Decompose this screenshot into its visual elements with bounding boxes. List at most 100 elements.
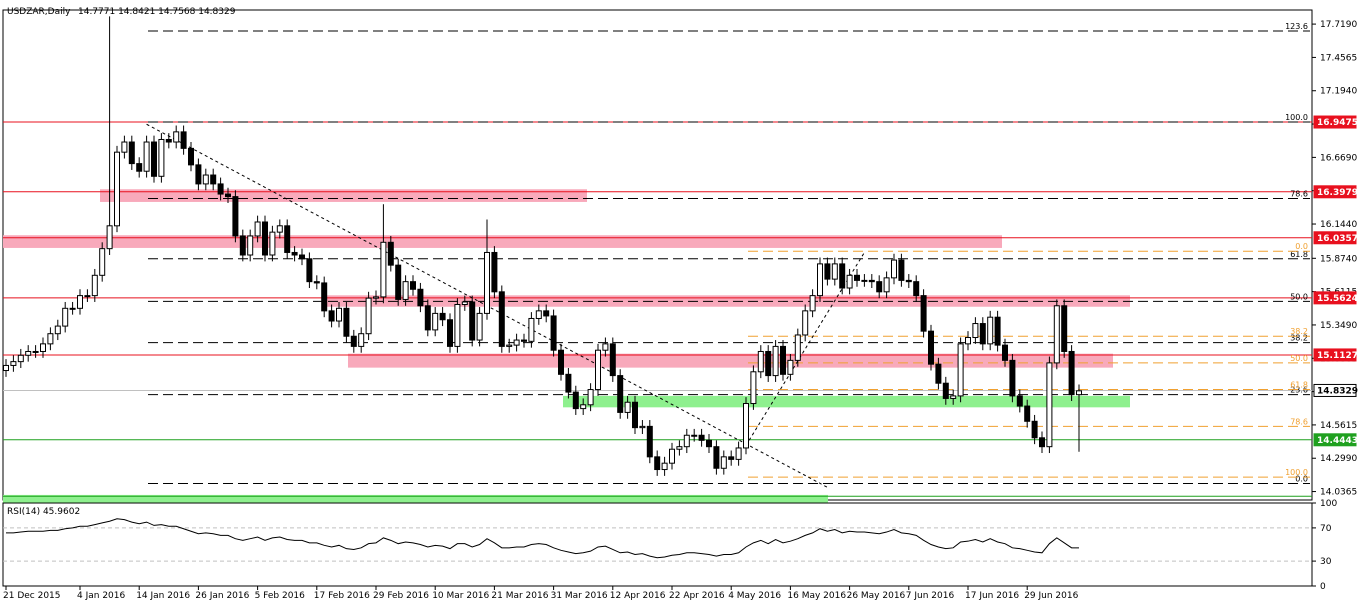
candle-body-78: [580, 404, 587, 410]
candle-body-25: [188, 147, 194, 166]
candle-body-105: [780, 345, 786, 375]
candle-body-111: [824, 263, 831, 280]
candle-body-87: [646, 425, 653, 458]
candle-body-7: [54, 325, 61, 335]
fib-black-label-2: 78.6: [1290, 190, 1308, 199]
price-label-box-3: [1313, 291, 1357, 305]
price-tick-label-9: 15.3490: [1320, 321, 1357, 331]
date-tick-label-12: 4 May 2016: [728, 591, 781, 601]
candle-body-95: [706, 439, 712, 448]
candle-body-47: [350, 335, 357, 347]
price-label-box-4: [1313, 348, 1357, 362]
price-label-text-3: 15.5624: [1317, 294, 1358, 304]
candle-body-129: [957, 343, 964, 397]
price-tick-label-13: 14.2990: [1320, 454, 1357, 464]
candle-body-94: [698, 434, 705, 441]
price-tick-label-1: 17.4565: [1320, 53, 1357, 63]
candle-body-119: [883, 277, 890, 293]
candle-body-73: [543, 310, 550, 317]
candle-body-57: [424, 305, 431, 331]
price-label-text-0: 16.9475: [1317, 118, 1358, 128]
candle-body-121: [898, 259, 905, 281]
candle-body-8: [62, 307, 69, 327]
candle-body-84: [624, 401, 631, 413]
candle-body-144: [1068, 350, 1075, 396]
rsi-line: [6, 518, 1079, 559]
candle-body-124: [920, 295, 927, 332]
candle-body-6: [47, 333, 54, 345]
candle-body-86: [639, 425, 646, 429]
candle-body-142: [1053, 305, 1060, 364]
candle-body-1: [10, 361, 17, 366]
candle-body-103: [765, 350, 772, 377]
candle-body-127: [942, 382, 949, 399]
rsi-tick-label-3: 0: [1320, 582, 1326, 592]
candle-body-100: [743, 403, 749, 449]
candle-body-136: [1009, 359, 1016, 397]
main-plot-frame: [2, 9, 1313, 501]
price-label-box-0: [1313, 115, 1357, 129]
candle-body-4: [32, 350, 39, 353]
candle-body-114: [846, 274, 853, 289]
candle-body-90: [669, 448, 675, 464]
candle-body-52: [387, 241, 394, 266]
candle-body-37: [276, 225, 283, 233]
candle-body-2: [17, 354, 24, 363]
price-tick-label-6: 16.1440: [1320, 220, 1357, 230]
highlight-zone-1: [3, 235, 1002, 248]
chart-header-symbol: USDZAR,Daily: [7, 7, 71, 17]
candle-body-62: [461, 301, 468, 306]
fib-black-label-4: 50.0: [1290, 292, 1308, 301]
candle-body-17: [128, 141, 135, 165]
candle-body-120: [891, 259, 897, 279]
candle-body-22: [165, 138, 172, 143]
candle-body-122: [905, 279, 912, 283]
price-label-text-5: 14.8329: [1317, 386, 1358, 396]
price-label-text-1: 16.3979: [1317, 188, 1358, 198]
rsi-plot-frame: [2, 502, 1313, 587]
candle-body-36: [269, 231, 276, 256]
candle-body-38: [284, 225, 291, 253]
price-label-text-6: 14.4443: [1317, 436, 1358, 446]
fib-black-label-0: 123.6: [1285, 22, 1308, 31]
candle-body-134: [994, 316, 1001, 346]
candle-body-19: [143, 141, 150, 172]
candle-body-40: [299, 254, 305, 260]
candle-body-112: [831, 263, 838, 280]
price-label-box-1: [1313, 185, 1357, 199]
candle-body-18: [136, 163, 143, 172]
candle-body-10: [77, 295, 83, 309]
rsi-tick-label-2: 30: [1320, 557, 1332, 567]
candle-body-51: [380, 241, 387, 298]
candle-body-27: [202, 174, 209, 185]
candle-body-15: [114, 151, 120, 227]
candle-body-26: [195, 164, 202, 185]
candle-body-77: [572, 391, 579, 410]
fib-black-label-3: 61.8: [1290, 250, 1308, 259]
date-tick-label-13: 16 May 2016: [787, 591, 846, 601]
candle-body-20: [151, 141, 157, 177]
candle-body-89: [661, 462, 668, 471]
candle-body-132: [979, 323, 986, 345]
price-label-text-4: 15.1127: [1317, 351, 1358, 361]
candle-body-43: [321, 282, 328, 312]
candle-body-49: [365, 297, 372, 335]
candle-body-46: [343, 307, 350, 337]
date-tick-label-9: 31 Mar 2016: [551, 591, 608, 601]
rsi-tick-label-1: 70: [1320, 524, 1332, 534]
candle-body-60: [447, 319, 453, 347]
candle-body-59: [439, 312, 446, 321]
fib-orange-label-5: 100.0: [1285, 468, 1308, 477]
candle-body-140: [1039, 437, 1045, 448]
candle-body-96: [713, 446, 720, 469]
candle-body-14: [106, 225, 113, 250]
candle-body-126: [935, 363, 942, 384]
fib-orange-label-2: 50.0: [1290, 354, 1308, 363]
price-tick-label-2: 17.1940: [1320, 87, 1357, 97]
candle-body-65: [484, 251, 490, 314]
candle-body-91: [676, 446, 683, 450]
candle-body-81: [602, 343, 609, 351]
candle-body-104: [772, 345, 779, 377]
candle-body-88: [654, 456, 661, 471]
candle-body-45: [336, 307, 342, 322]
